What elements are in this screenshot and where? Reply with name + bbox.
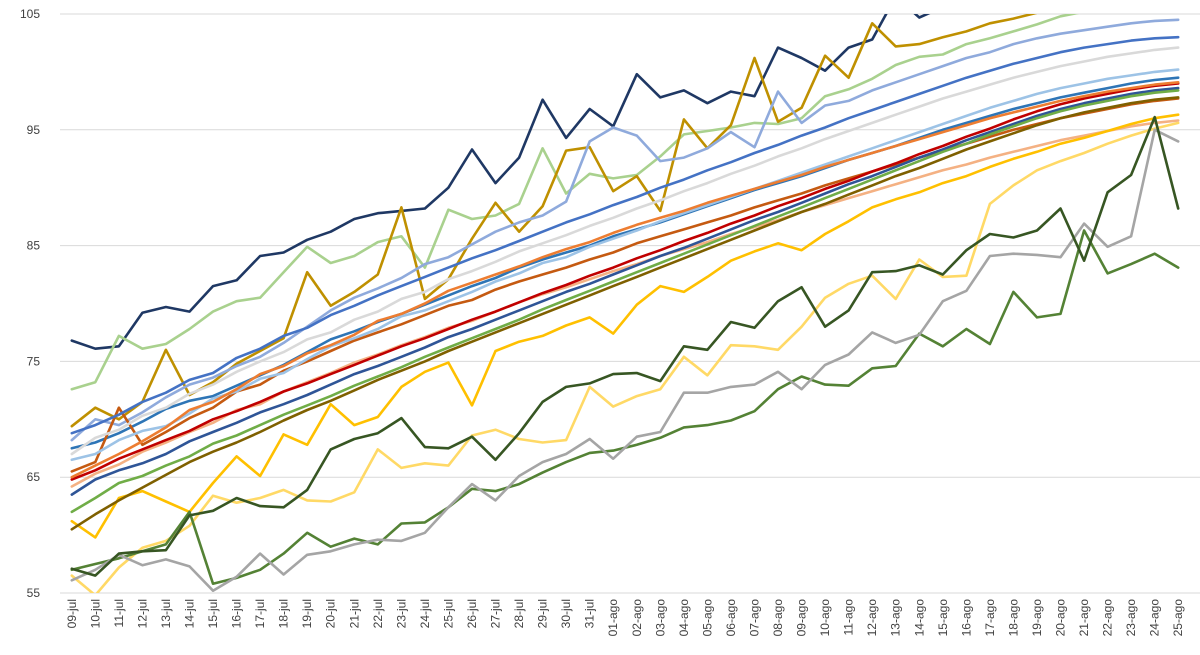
x-tick-label: 13-ago [889, 599, 903, 637]
x-tick-label: 28-jul [512, 599, 526, 628]
x-tick-label: 11-ago [842, 599, 856, 636]
series-line-3 [70, 18, 1180, 442]
y-tick-label: 75 [27, 354, 41, 368]
x-tick-label: 06-ago [724, 599, 738, 637]
x-tick-label: 16-ago [959, 599, 973, 637]
x-tick-label: 05-ago [700, 599, 714, 637]
y-tick-label: 95 [27, 123, 41, 137]
x-tick-label: 27-jul [489, 599, 503, 628]
x-tick-label: 23-jul [394, 599, 408, 628]
x-tick-label: 16-jul [230, 599, 244, 628]
x-tick-label: 14-ago [912, 599, 926, 637]
series-line-16 [70, 89, 1180, 514]
x-tick-label: 09-ago [795, 599, 809, 637]
series-line-7 [70, 113, 1180, 539]
series-line-17 [70, 96, 1180, 531]
x-tick-label: 19-jul [300, 599, 314, 628]
series-line-1 [70, 14, 1080, 391]
series-line-9 [70, 229, 1180, 586]
x-tick-label: 15-ago [936, 599, 950, 637]
x-tick-label: 31-jul [583, 599, 597, 628]
x-tick-label: 29-jul [536, 599, 550, 628]
x-tick-label: 17-ago [983, 599, 997, 637]
x-tick-label: 15-jul [206, 599, 220, 628]
series-line-6 [70, 119, 1180, 488]
x-tick-label: 18-jul [277, 599, 291, 628]
series-line-13 [70, 68, 1180, 462]
y-tick-label: 65 [27, 470, 41, 484]
x-tick-label: 30-jul [559, 599, 573, 628]
x-tick-label: 12-ago [865, 599, 879, 637]
x-tick-label: 25-jul [441, 599, 455, 628]
series-line-18 [70, 46, 1180, 456]
x-tick-label: 02-ago [630, 599, 644, 637]
x-tick-label: 03-ago [653, 599, 667, 637]
series-line-14 [70, 81, 1180, 479]
x-tick-label: 26-jul [465, 599, 479, 628]
x-tick-label: 23-ago [1124, 599, 1138, 637]
x-tick-label: 18-ago [1006, 599, 1020, 637]
x-tick-label: 04-ago [677, 599, 691, 637]
series-line-5 [70, 97, 1180, 473]
x-tick-label: 22-ago [1101, 599, 1115, 637]
x-tick-label: 22-jul [371, 599, 385, 628]
y-axis-tick-labels: 55 65 75 85 95 105 [20, 7, 40, 600]
x-tick-label: 14-jul [183, 599, 197, 628]
x-axis-tick-labels: 09-jul 10-jul 11-jul 12-jul 13-jul 14-jul 15-j… [65, 599, 1185, 637]
x-tick-label: 19-ago [1030, 599, 1044, 637]
x-tick-label: 20-jul [324, 599, 338, 628]
x-tick-label: 10-ago [818, 599, 832, 637]
series-line-0 [70, 14, 931, 351]
x-tick-label: 24-jul [418, 599, 432, 628]
x-tick-label: 21-jul [347, 599, 361, 628]
x-tick-label: 09-jul [65, 599, 79, 628]
x-tick-label: 01-ago [606, 599, 620, 637]
series-line-12 [70, 82, 1180, 481]
x-tick-label: 13-jul [159, 599, 173, 628]
x-tick-label: 25-ago [1171, 599, 1185, 637]
y-tick-label: 55 [27, 586, 41, 600]
x-tick-label: 24-ago [1148, 599, 1162, 637]
x-tick-label: 20-ago [1054, 599, 1068, 637]
x-tick-label: 08-ago [771, 599, 785, 637]
series-line-10 [70, 128, 1180, 593]
x-tick-label: 07-ago [748, 599, 762, 637]
x-tick-label: 21-ago [1077, 599, 1091, 637]
series-line-15 [70, 86, 1180, 496]
x-tick-label: 10-jul [88, 599, 102, 628]
series-line-11 [70, 115, 1180, 577]
x-tick-label: 11-jul [112, 599, 126, 627]
series-line-8 [70, 121, 1180, 593]
x-tick-label: 17-jul [253, 599, 267, 628]
series-lines [70, 14, 1180, 593]
series-line-19 [70, 35, 1180, 435]
series-line-2 [70, 14, 1038, 428]
y-tick-label: 85 [27, 239, 41, 253]
x-tick-label: 12-jul [135, 599, 149, 628]
y-tick-label: 105 [20, 7, 40, 21]
